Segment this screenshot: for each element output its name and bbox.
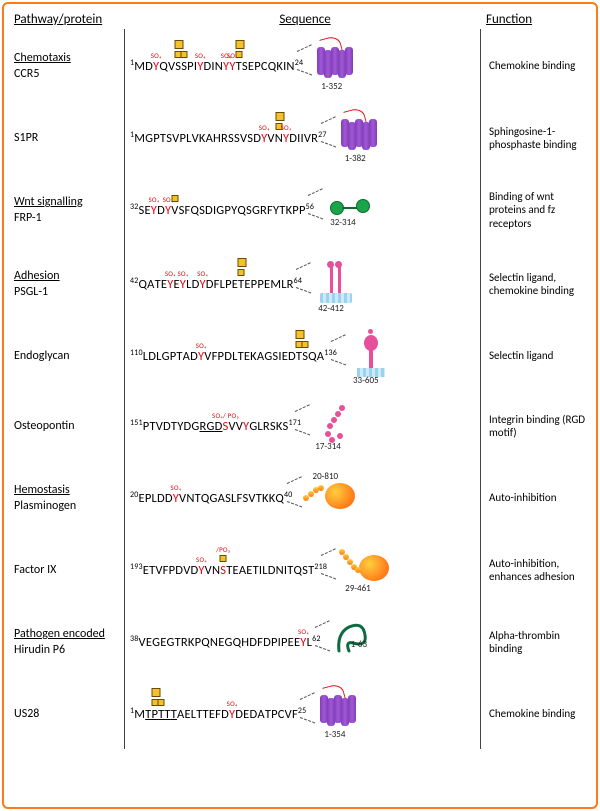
- function-label: Selectin ligand: [481, 349, 586, 362]
- protein-label: ChemotaxisCCR5: [14, 51, 124, 81]
- sequence-cell: 1MTPTTTAELTTEFDYSO₄DEDATPCVF251-354: [124, 683, 481, 746]
- function-label: Selectin ligand, chemokine binding: [481, 271, 586, 297]
- function-label: Alpha-thrombin binding: [481, 629, 586, 655]
- structure-icon: 32-314: [314, 183, 384, 238]
- col2-header: Sequence: [124, 12, 486, 27]
- sequence: 151PTVDTYDGRGDSSO₄/ PO₃VVYGLRSKS171: [130, 418, 301, 434]
- protein-label: S1PR: [14, 131, 124, 145]
- structure-icon: 1-354: [306, 687, 376, 742]
- sequence: 38VEGEGTRKPQNEGQHDFDPIPEEYSO₄L62: [130, 634, 321, 650]
- header-row: Pathway/protein Sequence Function: [14, 12, 586, 27]
- protein-label: HemostasisPlasminogen: [14, 483, 124, 513]
- function-label: Binding of wnt proteins and fz receptors: [481, 190, 586, 230]
- sequence-cell: 151PTVDTYDGRGDSSO₄/ PO₃VVYGLRSKS17117-31…: [124, 395, 481, 458]
- table-row: Endoglycan110LDLGPTADYSO₄VFPDLTEKAGSIEDT…: [14, 321, 586, 391]
- structure-icon: 17-314: [301, 399, 371, 454]
- sequence-cell: 110LDLGPTADYSO₄VFPDLTEKAGSIEDTSQA13633-6…: [124, 325, 481, 388]
- sequence: 1MGPTSVPLVKAHRSSVSDYSO₄VNYSO₄DIIVR27: [130, 130, 327, 146]
- sequence-cell: 1MGPTSVPLVKAHRSSVSDYSO₄VNYSO₄DIIVR271-38…: [124, 107, 481, 170]
- sequence-cell: 42QATEYSO₄EYSO₄LDYSO₄DFLPETEPPEMLR6442-4…: [124, 253, 481, 316]
- function-label: Sphingosine-1-phosphaste binding: [481, 125, 586, 151]
- table-row: Wnt signallingFRP-132SEYSO₄DYSO₄VSFQSDIG…: [14, 173, 586, 247]
- protein-label: AdhesionPSGL-1: [14, 269, 124, 299]
- structure-icon: 1-63: [321, 615, 391, 670]
- table-row: AdhesionPSGL-142QATEYSO₄EYSO₄LDYSO₄DFLPE…: [14, 247, 586, 321]
- sequence: 193ETVFPDVDYSO₄VNS/PO₃TEAETILDNITQST218: [130, 562, 327, 578]
- col3-header: Function: [486, 12, 586, 27]
- table-row: S1PR1MGPTSVPLVKAHRSSVSDYSO₄VNYSO₄DIIVR27…: [14, 103, 586, 173]
- sequence: 20EPLDDYSO₄VNTQGASLFSVTKKQ40: [130, 490, 293, 506]
- table-row: HemostasisPlasminogen20EPLDDYSO₄VNTQGASL…: [14, 461, 586, 535]
- sequence-cell: 20EPLDDYSO₄VNTQGASLFSVTKKQ4020-810: [124, 467, 481, 530]
- sequence: 110LDLGPTADYSO₄VFPDLTEKAGSIEDTSQA136: [130, 348, 337, 364]
- sequence: 1MDYSO₄QVSSPIYSO₄DINYSO₄YSO₄TSEPCQKIN24: [130, 58, 303, 74]
- table-row: ChemotaxisCCR51MDYSO₄QVSSPIYSO₄DINYSO₄YS…: [14, 29, 586, 103]
- function-label: Auto-inhibition: [481, 491, 586, 504]
- col1-header: Pathway/protein: [14, 12, 124, 27]
- function-label: Auto-inhibition, enhances adhesion: [481, 557, 586, 583]
- sequence-cell: 193ETVFPDVDYSO₄VNS/PO₃TEAETILDNITQST2182…: [124, 539, 481, 602]
- structure-icon: 1-352: [303, 39, 373, 94]
- sequence: 1MTPTTTAELTTEFDYSO₄DEDATPCVF25: [130, 706, 306, 722]
- sequence-cell: 1MDYSO₄QVSSPIYSO₄DINYSO₄YSO₄TSEPCQKIN241…: [124, 35, 481, 98]
- function-label: Integrin binding (RGD motif): [481, 413, 586, 439]
- structure-icon: 33-605: [337, 329, 407, 384]
- structure-icon: 42-412: [302, 257, 372, 312]
- sequence: 42QATEYSO₄EYSO₄LDYSO₄DFLPETEPPEMLR64: [130, 276, 302, 292]
- structure-icon: 29-461: [327, 543, 397, 598]
- sequence-cell: 38VEGEGTRKPQNEGQHDFDPIPEEYSO₄L621-63: [124, 611, 481, 674]
- protein-label: Factor IX: [14, 563, 124, 577]
- protein-label: Endoglycan: [14, 349, 124, 363]
- function-label: Chemokine binding: [481, 59, 586, 72]
- table-row: US281MTPTTTAELTTEFDYSO₄DEDATPCVF251-354C…: [14, 679, 586, 749]
- table-row: Pathogen encodedHirudin P638VEGEGTRKPQNE…: [14, 605, 586, 679]
- protein-label: US28: [14, 707, 124, 721]
- sequence-cell: 32SEYSO₄DYSO₄VSFQSDIGPYQSGRFYTKPP5632-31…: [124, 179, 481, 242]
- protein-label: Pathogen encodedHirudin P6: [14, 627, 124, 657]
- protein-label: Wnt signallingFRP-1: [14, 195, 124, 225]
- protein-label: Osteopontin: [14, 419, 124, 433]
- content-area: ChemotaxisCCR51MDYSO₄QVSSPIYSO₄DINYSO₄YS…: [14, 29, 586, 749]
- structure-icon: 20-810: [293, 471, 363, 526]
- sequence: 32SEYSO₄DYSO₄VSFQSDIGPYQSGRFYTKPP56: [130, 202, 314, 218]
- table-row: Osteopontin151PTVDTYDGRGDSSO₄/ PO₃VVYGLR…: [14, 391, 586, 461]
- structure-icon: 1-382: [327, 111, 397, 166]
- table-row: Factor IX193ETVFPDVDYSO₄VNS/PO₃TEAETILDN…: [14, 535, 586, 605]
- function-label: Chemokine binding: [481, 707, 586, 720]
